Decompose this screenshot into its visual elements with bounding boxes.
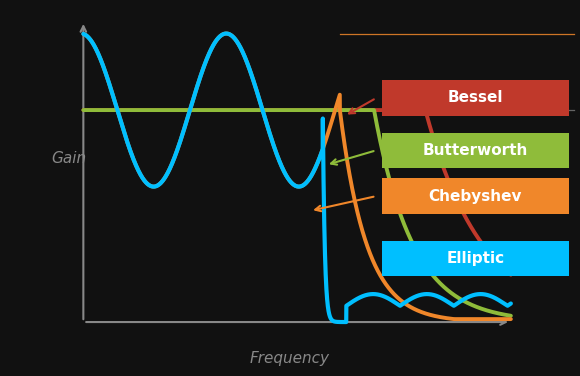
Text: Frequency: Frequency — [249, 352, 329, 367]
Text: Bessel: Bessel — [448, 91, 503, 105]
Text: Elliptic: Elliptic — [446, 251, 504, 266]
FancyBboxPatch shape — [382, 80, 569, 116]
FancyBboxPatch shape — [382, 179, 569, 214]
FancyBboxPatch shape — [382, 241, 569, 276]
Text: Chebyshev: Chebyshev — [429, 189, 522, 203]
Text: Gain: Gain — [52, 151, 87, 166]
FancyBboxPatch shape — [382, 133, 569, 168]
Text: Butterworth: Butterworth — [423, 143, 528, 158]
